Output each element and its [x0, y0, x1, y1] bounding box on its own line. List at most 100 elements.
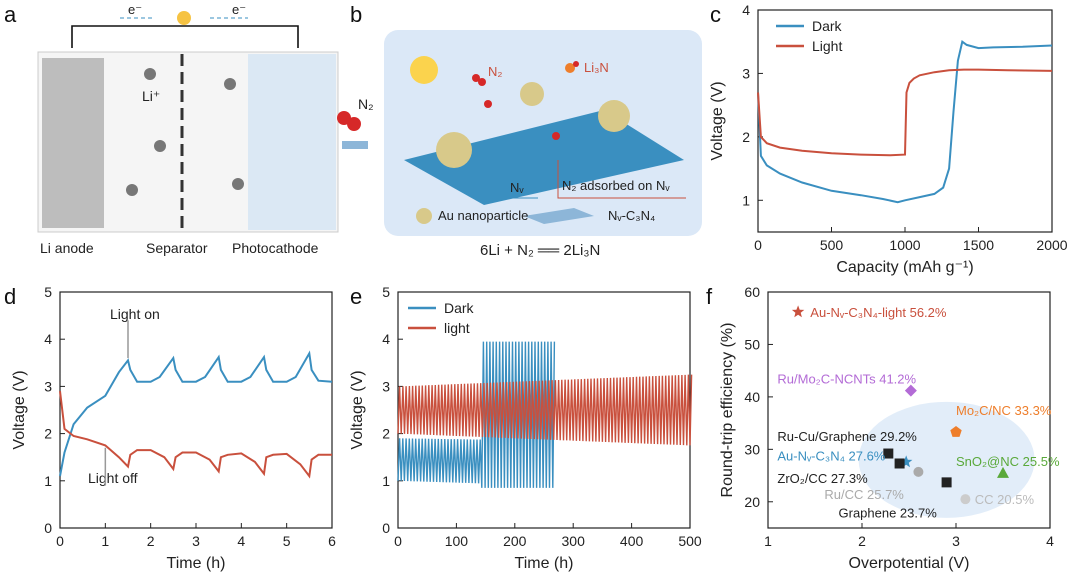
- legend-label-light: Light: [812, 38, 842, 54]
- electron-label-left: e⁻: [128, 2, 143, 17]
- scatter-point-label: Ru/CC 25.7%: [824, 487, 904, 502]
- x-tick-label: 2: [147, 533, 155, 549]
- x-tick-label: 0: [394, 533, 402, 549]
- li-anode-label: Li anode: [40, 240, 94, 256]
- n2-molecule-icon: [472, 74, 560, 140]
- x-tick-label: 4: [237, 533, 245, 549]
- scatter-point-label: Ru/Mo₂C-NCNTs 41.2%: [777, 372, 916, 387]
- scatter-point-label: CC 20.5%: [975, 492, 1035, 507]
- chart-d: 0 1 2 3 4 5 6 0 1 2 3 4 5 Time (h) Voltage (V): [11, 284, 336, 572]
- chart-f: 1 2 3 4 20 30 40 50 60 Overpotential (V) Round-tri…: [719, 284, 1060, 572]
- x-axis-label: Overpotential (V): [849, 555, 970, 572]
- x-axis-label: Capacity (mAh g⁻¹): [836, 259, 973, 276]
- y-tick-label: 0: [44, 520, 52, 536]
- scatter-point-label: Ru-Cu/Graphene 29.2%: [777, 429, 917, 444]
- x-tick-label: 3: [192, 533, 200, 549]
- au-nanoparticle: [598, 100, 630, 132]
- chart-e: 0 100 200 300 400 500 0 1 2 3 4 5 Time (h) Voltage (V…: [349, 284, 702, 572]
- n2-adsorbed-label: N₂ adsorbed on Nᵥ: [562, 178, 670, 193]
- photocathode-label: Photocathode: [232, 240, 319, 256]
- scatter-point: [913, 466, 924, 477]
- chart-c: 0 500 1000 1500 2000 1 2 3 4 Capacity (mAh g⁻¹) Vo…: [710, 2, 1068, 276]
- x-axis-label: Time (h): [515, 555, 574, 572]
- x-tick-label: 6: [328, 533, 336, 549]
- comparison-region: [858, 401, 1035, 518]
- li-anode-block: [42, 58, 104, 228]
- series-line-light: [59, 390, 332, 479]
- separator-label: Separator: [146, 240, 208, 256]
- y-axis-label: Round-trip efficiency (%): [719, 323, 736, 498]
- scatter-point: [941, 477, 952, 488]
- reaction-equation: 6Li + N₂ ══ 2Li₃N: [480, 242, 601, 259]
- x-tick-label: 400: [620, 533, 644, 549]
- y-tick-label: 4: [44, 331, 52, 347]
- y-tick-label: 1: [382, 473, 390, 489]
- x-tick-label: 1000: [889, 237, 920, 253]
- light-on-annotation: Light on: [110, 306, 160, 322]
- x-tick-label: 0: [56, 533, 64, 549]
- scatter-point-label: Au-Nᵥ-C₃N₄-light 56.2%: [810, 305, 947, 320]
- x-tick-label: 1: [101, 533, 109, 549]
- sun-icon: [410, 56, 438, 84]
- n2-label-b: N₂: [488, 64, 503, 79]
- series-line-light: [397, 374, 693, 446]
- panel-label-c: c: [710, 2, 721, 27]
- c3n4-sheet: [404, 110, 684, 205]
- y-tick-label: 30: [744, 441, 760, 457]
- y-tick-label: 3: [742, 65, 750, 81]
- x-tick-label: 2000: [1036, 237, 1067, 253]
- c3n4-legend-label: Nᵥ-C₃N₄: [608, 208, 656, 223]
- y-tick-label: 3: [44, 378, 52, 394]
- li-ion-label: Li⁺: [142, 88, 161, 104]
- scatter-point: [900, 455, 913, 468]
- li3n-molecule-icon: [565, 61, 579, 73]
- panel-label-d: d: [4, 284, 17, 309]
- nv-pointer: [501, 170, 538, 199]
- light-off-annotation: Light off: [88, 470, 138, 486]
- panel-a-schematic: [37, 11, 368, 233]
- li3n-label: Li₃N: [584, 60, 609, 75]
- series-line-dark: [757, 40, 1053, 204]
- n2-molecule-icon: [337, 111, 361, 131]
- legend-label-light: light: [444, 320, 470, 336]
- y-tick-label: 2: [382, 426, 390, 442]
- y-tick-label: 3: [382, 378, 390, 394]
- nv-label: Nᵥ: [510, 180, 524, 195]
- y-axis-label: Voltage (V): [710, 81, 726, 160]
- scatter-point-label: Mo₂C/NC 33.3%: [956, 403, 1052, 418]
- series-line-dark: [59, 350, 333, 477]
- y-tick-label: 5: [44, 284, 52, 300]
- y-tick-label: 1: [44, 473, 52, 489]
- au-nanoparticle: [436, 132, 472, 168]
- panel-b-schematic: [384, 30, 702, 236]
- plot-frame: [397, 291, 691, 529]
- x-tick-label: 100: [445, 533, 469, 549]
- scatter-point: [960, 494, 971, 505]
- x-tick-label: 1: [764, 533, 772, 549]
- x-tick-label: 1500: [963, 237, 994, 253]
- y-tick-label: 40: [744, 389, 760, 405]
- circuit-wire: [71, 25, 299, 48]
- scatter-point-label: Graphene 23.7%: [839, 505, 938, 520]
- x-tick-label: 500: [678, 533, 702, 549]
- y-tick-label: 5: [382, 284, 390, 300]
- x-tick-label: 5: [283, 533, 291, 549]
- y-tick-label: 1: [742, 192, 750, 208]
- series-line-light: [757, 68, 1053, 157]
- y-tick-label: 0: [382, 520, 390, 536]
- x-tick-label: 4: [1046, 533, 1054, 549]
- li-ion-spheres: [126, 68, 244, 196]
- x-tick-label: 500: [820, 237, 844, 253]
- x-tick-label: 300: [562, 533, 586, 549]
- x-tick-label: 2: [858, 533, 866, 549]
- n2-label-a: N₂: [358, 96, 374, 112]
- scatter-point: [904, 384, 917, 397]
- panel-label-e: e: [350, 284, 363, 309]
- scatter-point: [894, 458, 905, 469]
- y-tick-label: 20: [744, 494, 760, 510]
- series-line-dark: [397, 341, 556, 488]
- y-tick-label: 4: [382, 331, 390, 347]
- y-tick-label: 50: [744, 336, 760, 352]
- scatter-point-label: SnO₂@NC 25.5%: [956, 454, 1060, 469]
- y-axis-label: Voltage (V): [349, 370, 366, 449]
